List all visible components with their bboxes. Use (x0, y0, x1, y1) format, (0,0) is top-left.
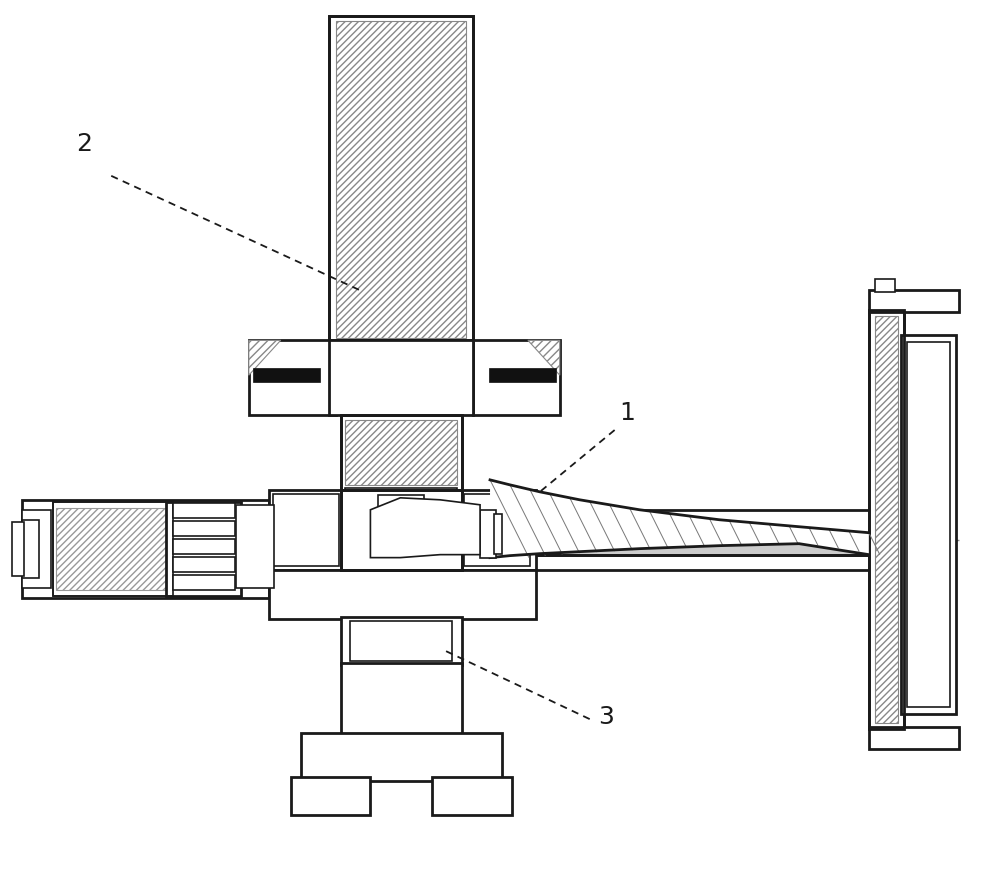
Bar (336, 21, 466, 338)
Bar (173, 557, 235, 572)
Polygon shape (249, 340, 281, 375)
Bar (22, 520, 39, 578)
Bar (869, 310, 904, 729)
Bar (341, 490, 462, 570)
Bar (173, 538, 235, 553)
Bar (341, 529, 462, 570)
Bar (291, 777, 370, 815)
Bar (341, 618, 462, 665)
Bar (341, 415, 462, 490)
Text: 2: 2 (76, 132, 92, 156)
Bar (494, 514, 502, 553)
Polygon shape (370, 498, 480, 558)
Text: 3: 3 (598, 705, 614, 729)
Bar (378, 495, 424, 550)
Bar (166, 502, 241, 596)
Bar (901, 336, 956, 714)
Bar (462, 490, 536, 570)
Bar (329, 17, 473, 340)
Bar (236, 505, 274, 588)
Bar (173, 574, 235, 589)
Bar (341, 663, 462, 735)
Bar (329, 17, 473, 340)
Bar (173, 521, 235, 536)
Bar (875, 316, 898, 723)
Polygon shape (528, 340, 560, 375)
Bar (350, 621, 452, 662)
Bar (869, 310, 904, 729)
Bar (907, 343, 950, 707)
Bar (464, 494, 530, 566)
Bar (341, 490, 462, 570)
Bar (269, 490, 342, 570)
Bar (56, 507, 170, 589)
Bar (480, 510, 496, 558)
Bar (329, 340, 473, 415)
Text: 1: 1 (620, 401, 635, 425)
Bar (12, 522, 24, 575)
Bar (269, 570, 536, 619)
Bar (253, 368, 320, 382)
Bar (432, 777, 512, 815)
Bar (875, 278, 895, 292)
Bar (53, 502, 173, 596)
Bar (345, 420, 457, 485)
Bar (301, 733, 502, 781)
Bar (53, 502, 173, 596)
Bar (536, 533, 869, 555)
Polygon shape (490, 480, 869, 558)
Bar (22, 500, 269, 597)
Bar (536, 510, 869, 570)
Bar (273, 494, 339, 566)
Bar (869, 291, 959, 313)
Bar (173, 503, 235, 518)
Bar (473, 340, 560, 415)
Bar (345, 488, 457, 510)
Bar (341, 415, 462, 490)
Bar (489, 368, 556, 382)
Bar (249, 340, 336, 415)
Bar (22, 510, 51, 588)
Bar (869, 727, 959, 749)
